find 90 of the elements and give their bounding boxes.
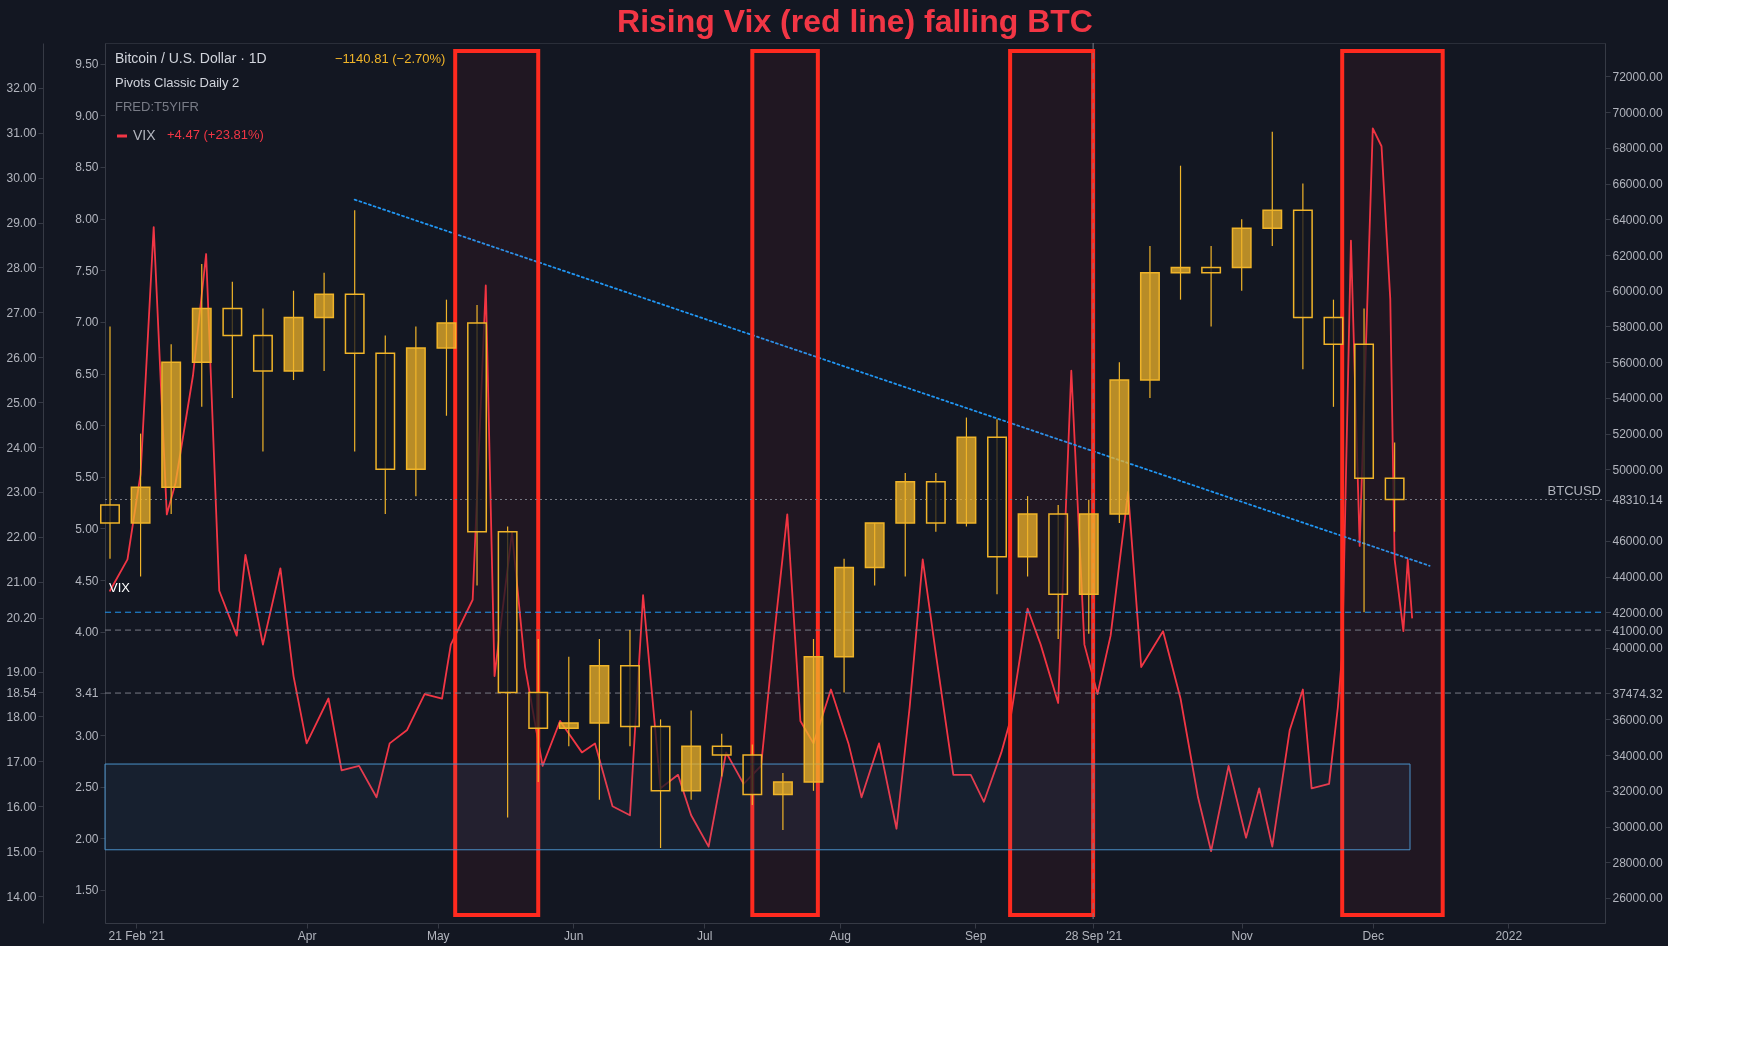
y2-tick-label: 52000.00 bbox=[1612, 427, 1663, 442]
y2-tick-label: 46000.00 bbox=[1612, 534, 1663, 549]
y3-tick-label: 6.50 bbox=[75, 367, 99, 382]
y2-tick-label: 70000.00 bbox=[1612, 105, 1663, 120]
y2-tick-label: 28000.00 bbox=[1612, 855, 1663, 870]
y2-tick-label: 50000.00 bbox=[1612, 462, 1663, 477]
y2-tick-label: 41000.00 bbox=[1612, 623, 1663, 638]
chart-title: Rising Vix (red line) falling BTC bbox=[617, 2, 1093, 39]
y-tick-label: 22.00 bbox=[6, 530, 37, 545]
y-tick-label: 30.00 bbox=[6, 171, 37, 186]
y2-tick-label: 56000.00 bbox=[1612, 355, 1663, 370]
y-tick-label: 17.00 bbox=[6, 754, 37, 769]
y2-tick-label: 64000.00 bbox=[1612, 212, 1663, 227]
y3-tick-label: 7.00 bbox=[75, 315, 99, 330]
y-tick-label: 27.00 bbox=[6, 305, 37, 320]
x-tick-label: Dec bbox=[1362, 928, 1384, 943]
y3-tick-label: 5.00 bbox=[75, 521, 99, 536]
annotation: FRED:T5YIFR bbox=[115, 99, 199, 114]
y2-tick-label: 60000.00 bbox=[1612, 284, 1663, 299]
x-tick-label: Jul bbox=[697, 928, 713, 943]
y2-tick-label: 62000.00 bbox=[1612, 248, 1663, 263]
annotation: VIX bbox=[109, 580, 131, 595]
candlestick bbox=[1170, 165, 1191, 301]
y2-tick-label: 42000.00 bbox=[1612, 605, 1663, 620]
y-tick-label: 21.00 bbox=[6, 575, 37, 590]
y2-tick-label: 30000.00 bbox=[1612, 820, 1663, 835]
y2-tick-label: 66000.00 bbox=[1612, 177, 1663, 192]
ref-line-label: BTCUSD bbox=[1547, 482, 1601, 498]
y3-tick-label: 2.50 bbox=[75, 780, 99, 795]
y-tick-label: 19.00 bbox=[6, 665, 37, 680]
y2-tick-label: 48310.14 bbox=[1612, 493, 1663, 508]
y3-tick-label: 6.00 bbox=[75, 418, 99, 433]
y-tick-label: 32.00 bbox=[6, 81, 37, 96]
y2-tick-label: 58000.00 bbox=[1612, 319, 1663, 334]
y-tick-label: 24.00 bbox=[6, 440, 37, 455]
y3-tick-label: 4.50 bbox=[75, 573, 99, 588]
candlestick bbox=[558, 656, 579, 747]
y3-tick-label: 1.50 bbox=[75, 883, 99, 898]
y3-tick-label: 8.00 bbox=[75, 212, 99, 227]
y3-tick-label: 4.00 bbox=[75, 625, 99, 640]
x-tick-label: 21 Feb '21 bbox=[108, 928, 166, 943]
y3-tick-label: 2.00 bbox=[75, 831, 99, 846]
x-tick-label: Apr bbox=[297, 928, 317, 943]
x-tick-label: Jun bbox=[563, 928, 584, 943]
y-tick-label: 16.00 bbox=[6, 799, 37, 814]
y3-tick-label: 5.50 bbox=[75, 470, 99, 485]
candlestick bbox=[1262, 131, 1283, 247]
annotation: Pivots Classic Daily 2 bbox=[115, 75, 240, 90]
y-tick-label: 29.00 bbox=[6, 216, 37, 231]
y-tick-label: 23.00 bbox=[6, 485, 37, 500]
y2-tick-label: 54000.00 bbox=[1612, 391, 1663, 406]
y-tick-label: 25.00 bbox=[6, 395, 37, 410]
annotation: +4.47 (+23.81%) bbox=[167, 127, 264, 142]
y-tick-label: 14.00 bbox=[6, 889, 37, 904]
y-tick-label: 31.00 bbox=[6, 126, 37, 141]
y3-tick-label: 3.00 bbox=[75, 728, 99, 743]
candlestick bbox=[314, 272, 335, 372]
y2-tick-label: 36000.00 bbox=[1612, 712, 1663, 727]
x-tick-label: 28 Sep '21 bbox=[1065, 928, 1123, 943]
y-tick-label: 15.00 bbox=[6, 844, 37, 859]
x-tick-label: Aug bbox=[829, 928, 851, 943]
y-tick-label: 20.20 bbox=[6, 611, 37, 626]
y2-tick-label: 34000.00 bbox=[1612, 748, 1663, 763]
candlestick bbox=[711, 733, 732, 778]
x-tick-label: Nov bbox=[1231, 928, 1253, 943]
y2-tick-label: 72000.00 bbox=[1612, 69, 1663, 84]
y-tick-label: 18.54 bbox=[6, 685, 37, 700]
y2-tick-label: 40000.00 bbox=[1612, 641, 1663, 656]
candlestick bbox=[772, 772, 793, 831]
annotation: Bitcoin / U.S. Dollar · 1D bbox=[115, 50, 267, 66]
x-tick-label: May bbox=[426, 928, 450, 943]
y2-tick-label: 26000.00 bbox=[1612, 891, 1663, 906]
candlestick bbox=[1384, 441, 1405, 533]
y2-tick-label: 37474.32 bbox=[1612, 686, 1663, 701]
y3-tick-label: 9.00 bbox=[75, 108, 99, 123]
y3-tick-label: 7.50 bbox=[75, 263, 99, 278]
y-tick-label: 18.00 bbox=[6, 709, 37, 724]
y3-tick-label: 9.50 bbox=[75, 57, 99, 72]
y3-tick-label: 8.50 bbox=[75, 160, 99, 175]
y2-tick-label: 32000.00 bbox=[1612, 784, 1663, 799]
y-tick-label: 26.00 bbox=[6, 350, 37, 365]
y2-tick-label: 68000.00 bbox=[1612, 141, 1663, 156]
y-tick-label: 28.00 bbox=[6, 260, 37, 275]
y3-tick-label: 3.41 bbox=[75, 686, 99, 701]
candlestick bbox=[1201, 245, 1222, 328]
y2-tick-label: 44000.00 bbox=[1612, 570, 1663, 584]
legend-label: VIX bbox=[133, 127, 157, 143]
annotation: −1140.81 (−2.70%) bbox=[335, 51, 446, 66]
x-tick-label: Sep bbox=[964, 928, 987, 943]
x-tick-label: 2022 bbox=[1495, 928, 1523, 943]
